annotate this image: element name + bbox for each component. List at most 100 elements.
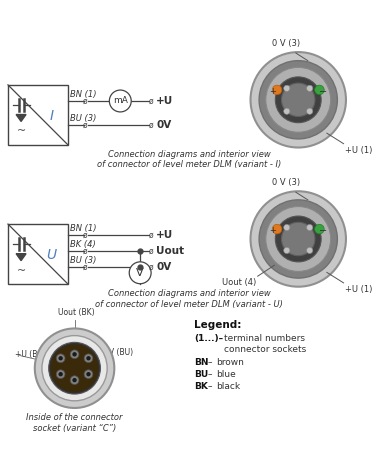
Circle shape (251, 52, 346, 148)
Text: ø: ø (83, 97, 88, 106)
Text: socket (variant “C”): socket (variant “C”) (33, 424, 116, 433)
Text: –: – (208, 382, 212, 391)
Text: +U: +U (156, 96, 174, 106)
Circle shape (109, 90, 131, 112)
Circle shape (282, 83, 315, 116)
Circle shape (72, 352, 77, 356)
Circle shape (266, 68, 331, 132)
Circle shape (314, 224, 324, 234)
Circle shape (84, 370, 93, 378)
Text: I: I (50, 109, 54, 123)
Text: ø: ø (83, 230, 88, 239)
Text: Inside of the connector: Inside of the connector (26, 413, 123, 422)
Text: Uout: Uout (156, 246, 184, 256)
Circle shape (51, 344, 98, 392)
Circle shape (284, 247, 290, 254)
Circle shape (275, 77, 321, 123)
Circle shape (129, 262, 151, 284)
Text: ø: ø (149, 97, 153, 106)
Text: ø: ø (83, 246, 88, 256)
Bar (8, 224, 68, 284)
Text: terminal numbers: terminal numbers (224, 334, 305, 343)
Circle shape (86, 372, 91, 376)
Text: U: U (46, 248, 57, 262)
Circle shape (284, 108, 290, 114)
Text: ~: ~ (17, 127, 26, 136)
Text: ø: ø (149, 230, 153, 239)
Circle shape (56, 354, 65, 363)
Circle shape (307, 247, 313, 254)
Text: Connection diagrams and interior view: Connection diagrams and interior view (107, 289, 270, 298)
Circle shape (266, 206, 331, 272)
Text: +U (1): +U (1) (344, 146, 372, 155)
Text: Legend:: Legend: (194, 320, 241, 331)
Circle shape (259, 61, 338, 139)
Text: +U: +U (156, 230, 174, 240)
Text: mA: mA (113, 97, 128, 106)
Circle shape (35, 328, 114, 408)
Text: –: – (208, 358, 212, 367)
Polygon shape (16, 114, 26, 121)
Text: BN: BN (194, 358, 208, 367)
Text: black: black (216, 382, 240, 391)
Circle shape (70, 376, 79, 385)
Text: +: + (270, 227, 276, 235)
Text: blue: blue (216, 370, 235, 379)
Text: BN (1): BN (1) (70, 90, 96, 99)
Circle shape (307, 225, 313, 231)
Text: Uout (4): Uout (4) (222, 278, 256, 287)
Text: BU (3): BU (3) (70, 256, 96, 265)
Circle shape (59, 372, 63, 376)
Text: −: − (319, 87, 328, 97)
Text: ø: ø (83, 121, 88, 129)
Circle shape (49, 342, 101, 394)
Circle shape (251, 191, 346, 287)
Text: +U (1): +U (1) (344, 285, 372, 294)
Polygon shape (16, 254, 26, 261)
Text: 0 V (3): 0 V (3) (272, 39, 301, 48)
Circle shape (72, 378, 77, 382)
Text: BN (1): BN (1) (70, 224, 96, 233)
Text: ø: ø (83, 263, 88, 272)
Text: (1...)–: (1...)– (194, 334, 223, 343)
Text: Connection diagrams and interior view: Connection diagrams and interior view (107, 150, 270, 159)
Circle shape (42, 336, 107, 401)
Text: −: − (319, 226, 328, 236)
Text: brown: brown (216, 358, 243, 367)
Text: 0V (BU): 0V (BU) (104, 348, 133, 357)
Text: ø: ø (149, 121, 153, 129)
Text: +U (BN): +U (BN) (15, 350, 46, 359)
Circle shape (272, 85, 282, 95)
Circle shape (259, 200, 338, 278)
Circle shape (307, 85, 313, 91)
Circle shape (59, 356, 63, 361)
Circle shape (307, 108, 313, 114)
Text: ø: ø (149, 263, 153, 272)
Text: BU (3): BU (3) (70, 114, 96, 123)
Text: –: – (208, 370, 212, 379)
Text: 0 V (3): 0 V (3) (272, 178, 301, 188)
Circle shape (84, 354, 93, 363)
Text: BK: BK (194, 382, 208, 391)
Text: ø: ø (149, 246, 153, 256)
Circle shape (275, 216, 321, 262)
Text: V: V (136, 268, 144, 278)
Text: ~: ~ (17, 265, 26, 276)
Bar (8, 85, 68, 144)
Circle shape (284, 225, 290, 231)
Text: of connector of level meter DLM (variant - U): of connector of level meter DLM (variant… (95, 300, 283, 309)
Text: of connector of level meter DLM (variant - I): of connector of level meter DLM (variant… (97, 160, 281, 169)
Circle shape (314, 85, 324, 95)
Text: 0V: 0V (156, 120, 171, 130)
Circle shape (284, 85, 290, 91)
Circle shape (272, 224, 282, 234)
Circle shape (70, 350, 79, 359)
Circle shape (282, 222, 315, 256)
Text: BU: BU (194, 370, 208, 379)
Circle shape (86, 356, 91, 361)
Text: connector sockets: connector sockets (224, 345, 306, 355)
Text: 0V: 0V (156, 262, 171, 272)
Circle shape (56, 370, 65, 378)
Text: BK (4): BK (4) (70, 240, 95, 249)
Text: +: + (270, 87, 276, 96)
